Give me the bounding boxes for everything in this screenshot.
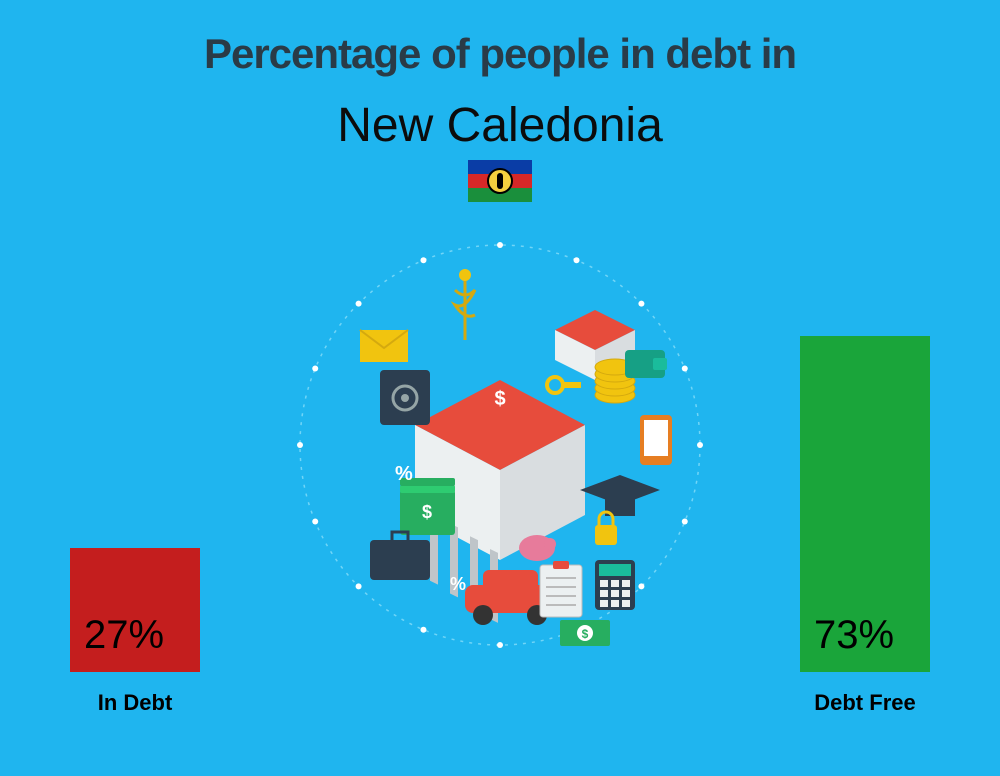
infographic-canvas: Percentage of people in debt in New Cale…	[0, 0, 1000, 776]
svg-text:$: $	[422, 502, 432, 522]
country-subtitle: New Caledonia	[0, 98, 1000, 153]
svg-text:$: $	[494, 388, 505, 410]
bar-value-label: 27%	[84, 613, 164, 658]
bar-debt_free: 73% Debt Free	[800, 336, 930, 716]
finance-illustration-icon: $ $%% $	[285, 230, 715, 660]
svg-text:$: $	[582, 627, 589, 641]
flag-disc-icon	[487, 168, 513, 194]
bar-rect: 73%	[800, 336, 930, 672]
svg-text:%: %	[395, 463, 413, 485]
flag-emblem-icon	[497, 173, 503, 189]
svg-text:%: %	[450, 574, 466, 594]
bar-category-label: In Debt	[98, 690, 173, 716]
bar-rect: 27%	[70, 548, 200, 672]
main-title: Percentage of people in debt in	[0, 30, 1000, 78]
country-flag-icon	[468, 160, 532, 202]
bar-in_debt: 27% In Debt	[70, 548, 200, 716]
bar-value-label: 73%	[814, 613, 894, 658]
bar-category-label: Debt Free	[814, 690, 915, 716]
